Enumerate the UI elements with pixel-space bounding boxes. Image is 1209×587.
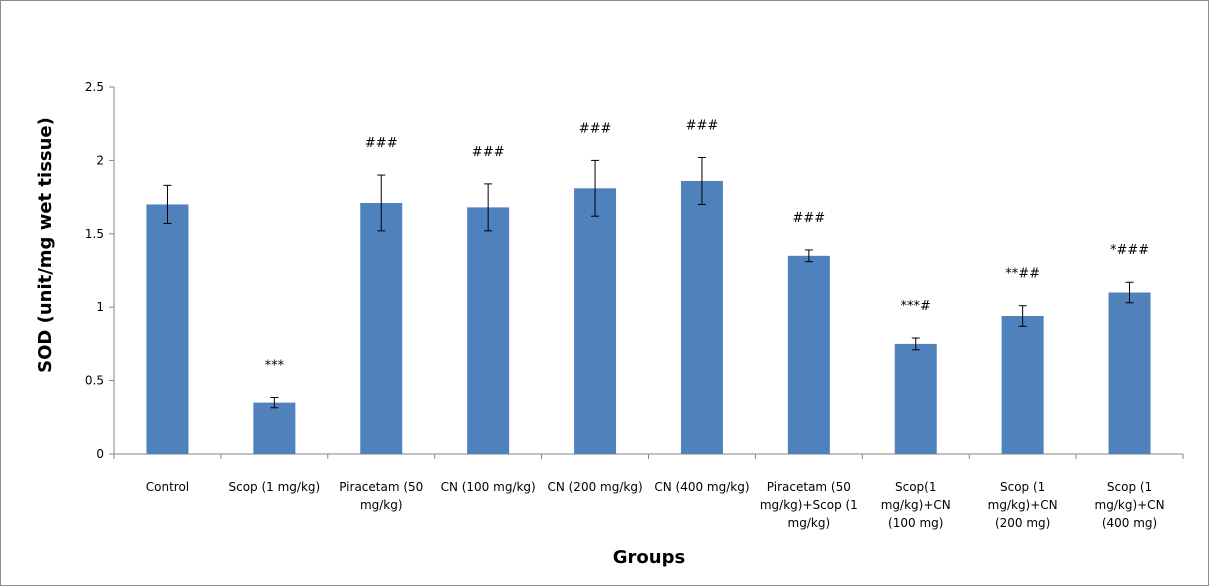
y-tick-label: 1.5 xyxy=(85,227,104,241)
category-label-line: Control xyxy=(146,480,189,494)
category-label: Scop (1 mg/kg) xyxy=(228,480,320,494)
significance-label: *** xyxy=(265,358,285,373)
category-label-line: mg/kg)+Scop (1 xyxy=(760,498,858,512)
y-tick-label: 1 xyxy=(96,300,104,314)
y-axis: 0 0.5 1 1.5 2 2.5 xyxy=(85,80,115,461)
category-label-line: Scop (1 xyxy=(1107,480,1152,494)
y-tick-label: 0 xyxy=(96,447,104,461)
category-label-line: mg/kg) xyxy=(788,516,831,530)
category-label-line: Piracetam (50 xyxy=(767,480,851,494)
category-label: Scop (1 mg/kg)+CN (400 mg) xyxy=(1095,480,1165,530)
bars xyxy=(146,180,1151,455)
significance-label: **## xyxy=(1005,267,1040,282)
y-tick-label: 0.5 xyxy=(85,374,104,388)
category-label: Scop (1 mg/kg)+CN (200 mg) xyxy=(988,480,1058,530)
bar xyxy=(360,202,403,454)
x-axis xyxy=(113,453,1184,459)
y-tick-label: 2.5 xyxy=(85,80,104,94)
category-label: CN (400 mg/kg) xyxy=(654,480,749,494)
category-label-line: mg/kg)+CN xyxy=(988,498,1058,512)
category-label-line: Scop (1 xyxy=(1000,480,1045,494)
category-label-line: mg/kg)+CN xyxy=(1095,498,1165,512)
category-label-line: CN (100 mg/kg) xyxy=(441,480,536,494)
category-label-line: (400 mg) xyxy=(1102,516,1157,530)
significance-labels: *** ### ### ### ### ### ***# **## *### xyxy=(265,118,1150,373)
bar xyxy=(467,207,510,454)
category-label: Piracetam (50 mg/kg) xyxy=(339,480,423,512)
bar xyxy=(574,188,617,455)
y-axis-title: SOD (unit/mg wet tissue) xyxy=(35,117,56,373)
category-label-line: Scop (1 mg/kg) xyxy=(228,480,320,494)
bar xyxy=(1108,292,1151,454)
y-tick-label: 2 xyxy=(96,153,104,167)
bar xyxy=(680,180,723,454)
bar xyxy=(787,255,830,454)
error-bars xyxy=(163,156,1134,409)
category-label-line: CN (400 mg/kg) xyxy=(654,480,749,494)
bar xyxy=(146,204,189,454)
significance-label: ### xyxy=(686,118,719,133)
bar xyxy=(1001,316,1044,454)
significance-label: ### xyxy=(472,145,505,160)
category-label: Scop(1 mg/kg)+CN (100 mg) xyxy=(881,480,951,530)
category-label-line: mg/kg)+CN xyxy=(881,498,951,512)
category-label-line: CN (200 mg/kg) xyxy=(547,480,642,494)
category-label-line: Scop(1 xyxy=(895,480,937,494)
significance-label: ### xyxy=(793,211,826,226)
category-label: Piracetam (50 mg/kg)+Scop (1 mg/kg) xyxy=(760,480,858,530)
category-label-line: (200 mg) xyxy=(995,516,1050,530)
category-label-line: (100 mg) xyxy=(888,516,943,530)
category-label: CN (100 mg/kg) xyxy=(441,480,536,494)
bar xyxy=(253,402,296,454)
x-axis-title: Groups xyxy=(613,547,685,568)
category-label-line: Piracetam (50 xyxy=(339,480,423,494)
significance-label: *### xyxy=(1110,243,1149,258)
category-label: Control xyxy=(146,480,189,494)
significance-label: ### xyxy=(579,121,612,136)
category-label: CN (200 mg/kg) xyxy=(547,480,642,494)
significance-label: ### xyxy=(365,136,398,151)
bar xyxy=(894,343,937,454)
category-label-line: mg/kg) xyxy=(360,498,403,512)
significance-label: ***# xyxy=(901,299,931,314)
category-labels: Control Scop (1 mg/kg) Piracetam (50 mg/kg)… xyxy=(146,480,1165,530)
